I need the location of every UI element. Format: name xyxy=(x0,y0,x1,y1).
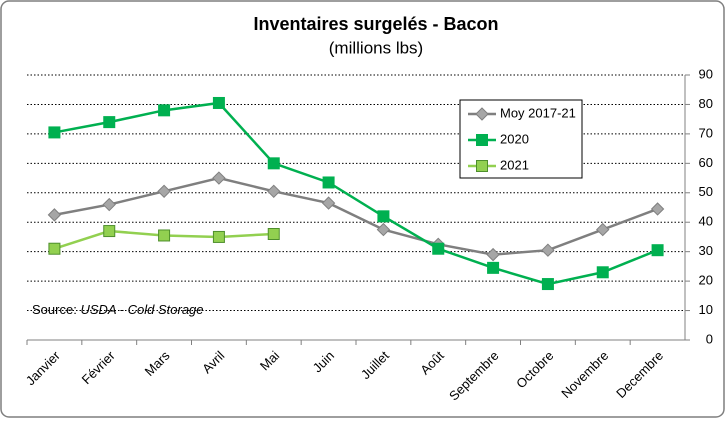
data-point xyxy=(103,225,116,238)
data-point xyxy=(651,244,664,257)
source-label: Source: xyxy=(32,302,77,317)
legend-label: 2020 xyxy=(500,131,529,146)
data-point xyxy=(267,184,281,199)
data-point xyxy=(103,116,116,129)
data-point xyxy=(48,126,61,139)
chart-subtitle: (millions lbs) xyxy=(329,38,423,57)
data-point xyxy=(432,242,445,255)
data-point xyxy=(376,222,391,237)
data-point xyxy=(47,208,62,222)
data-point xyxy=(267,228,280,240)
series-line xyxy=(54,101,659,286)
y-tick-label: 90 xyxy=(699,66,713,81)
data-point xyxy=(158,104,171,117)
data-point xyxy=(322,176,335,189)
data-point xyxy=(212,171,226,185)
source-note: Source: USDA - Cold Storage xyxy=(32,302,204,317)
data-point xyxy=(48,242,61,255)
data-point xyxy=(321,196,336,210)
y-tick-label: 60 xyxy=(699,155,713,170)
source-name: USDA - Cold Storage xyxy=(80,302,203,317)
chart-title: Inventaires surgelés - Bacon xyxy=(253,14,498,34)
data-point xyxy=(650,202,665,216)
legend-label: Moy 2017-21 xyxy=(500,105,576,120)
y-tick-label: 0 xyxy=(706,331,713,346)
y-tick-label: 50 xyxy=(699,184,713,199)
y-tick-label: 80 xyxy=(699,96,713,111)
y-tick-label: 30 xyxy=(699,243,713,258)
data-point xyxy=(158,229,171,242)
data-point xyxy=(267,157,280,170)
y-tick-label: 20 xyxy=(699,273,713,288)
data-point xyxy=(157,184,171,199)
data-point xyxy=(541,243,555,257)
legend-marker xyxy=(476,160,488,172)
data-point xyxy=(102,197,116,212)
data-point xyxy=(377,210,390,223)
data-point xyxy=(486,247,500,262)
series-line xyxy=(54,176,659,256)
legend-label: 2021 xyxy=(500,157,529,172)
data-point xyxy=(541,278,554,291)
legend-marker xyxy=(476,134,488,146)
y-tick-label: 40 xyxy=(699,214,713,229)
data-point xyxy=(212,96,225,109)
legend-marker xyxy=(475,107,489,121)
data-point xyxy=(596,266,609,279)
data-point xyxy=(212,230,225,243)
y-tick-label: 10 xyxy=(699,302,713,317)
y-tick-label: 70 xyxy=(699,125,713,140)
data-point xyxy=(596,222,610,237)
data-point xyxy=(487,261,500,274)
